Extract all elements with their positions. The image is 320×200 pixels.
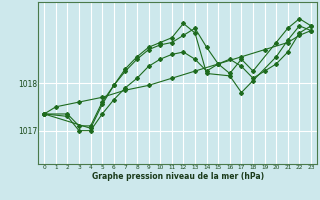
X-axis label: Graphe pression niveau de la mer (hPa): Graphe pression niveau de la mer (hPa) [92,172,264,181]
